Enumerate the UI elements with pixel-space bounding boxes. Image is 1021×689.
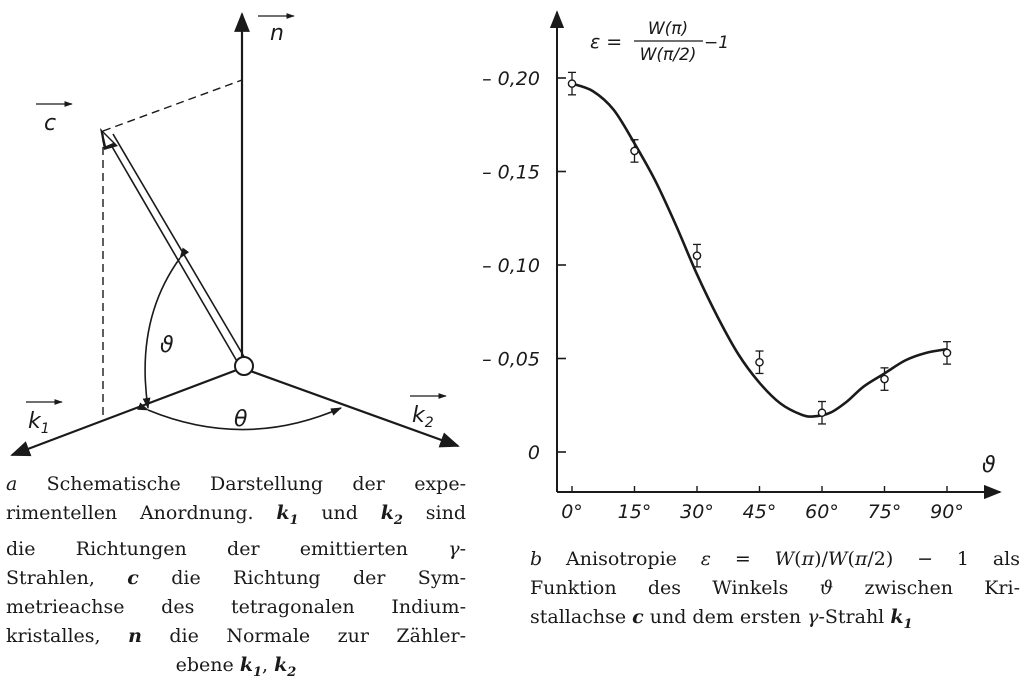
formula: ε = W(π) W(π/2) −1 — [590, 19, 729, 65]
data-marker — [880, 374, 889, 384]
y-ticks: 0 – 0,05 – 0,10 – 0,15 – 0,20 — [482, 68, 566, 464]
c-label: c — [44, 111, 56, 136]
x-ticks: 0° 15° 30° 45° 60° 75° 90° — [561, 486, 964, 523]
formula-lhs: ε = — [590, 31, 622, 53]
n-label: n — [270, 21, 284, 46]
k1-axis — [10, 366, 243, 457]
y-tick-label: – 0,20 — [482, 68, 540, 90]
caption-a-line-4: Strahlen, c die Richtung der Sym- — [6, 566, 466, 589]
formula-tail: −1 — [704, 33, 729, 53]
theta-arc — [142, 247, 190, 410]
x-tick-label: 75° — [868, 501, 902, 523]
data-point — [942, 341, 952, 365]
formula-denominator: W(π/2) — [640, 45, 697, 65]
k2-label: k2 — [412, 403, 434, 431]
c-vector-head-inner — [103, 133, 113, 146]
k2-axis — [241, 366, 460, 448]
y-tick-label: 0 — [528, 442, 540, 464]
panel-a-diagram — [10, 12, 460, 457]
data-marker — [630, 146, 639, 156]
data-point — [692, 243, 702, 268]
x-axis-label: ϑ — [982, 453, 996, 478]
caption-a-line-3: die Richtungen der emittierten γ- — [6, 537, 466, 560]
fit-curve — [571, 82, 948, 418]
data-point — [630, 139, 639, 163]
caption-a: a Schematische Darstellung der expe- rim… — [6, 470, 466, 687]
origin-circle — [234, 356, 254, 376]
big-theta-arc — [137, 402, 343, 431]
data-marker — [817, 408, 827, 418]
data-point — [817, 400, 827, 425]
y-tick-label: – 0,10 — [482, 255, 540, 277]
caption-a-line-2: rimentellen Anordnung. k1 und k2 sind — [6, 502, 466, 528]
x-tick-label: 15° — [618, 501, 652, 523]
x-tick-label: 60° — [805, 501, 839, 523]
data-point — [567, 71, 577, 96]
caption-b-line-2: Funktion des Winkels ϑ zwischen Kri- — [530, 577, 1020, 599]
y-tick-label: – 0,15 — [482, 162, 540, 184]
theta-small-label: ϑ — [160, 333, 174, 358]
caption-a-line-1: a Schematische Darstellung der expe- — [6, 473, 466, 495]
x-tick-label: 0° — [561, 501, 583, 523]
caption-a-line-6: kristalles, n die Normale zur Zähler- — [6, 624, 467, 647]
data-points — [567, 71, 952, 425]
dashed-top — [102, 79, 243, 132]
x-tick-label: 30° — [680, 501, 714, 523]
theta-big-label: θ — [234, 407, 248, 432]
k1-label: k1 — [28, 409, 50, 437]
data-marker — [567, 79, 577, 88]
caption-a-line-5: metrieachse des tetragonalen Indium- — [6, 595, 466, 618]
data-marker — [942, 348, 952, 358]
caption-b-line-3: stallachse c und dem ersten γ-Strahl k1 — [530, 606, 913, 632]
caption-b-line-1: b Anisotropie ε = W(π)/W(π/2) − 1 als — [530, 548, 1021, 570]
x-tick-label: 45° — [743, 501, 777, 523]
c-vector-line-2 — [112, 133, 247, 361]
y-tick-label: – 0,05 — [482, 349, 540, 371]
c-vector-line-1 — [106, 137, 239, 364]
formula-numerator: W(π) — [648, 19, 688, 39]
caption-b: b Anisotropie ε = W(π)/W(π/2) − 1 als Fu… — [530, 545, 1020, 639]
x-tick-label: 90° — [930, 501, 964, 523]
caption-a-line-7: ebene k1, k2 — [175, 653, 297, 680]
panel-b-chart: ϑ ε = W(π) W(π/2) −1 0 – 0,05 – 0,10 – 0,15… — [482, 10, 1002, 523]
data-point — [880, 367, 889, 391]
data-point — [755, 350, 764, 375]
data-marker — [692, 251, 702, 260]
panel-a-labels: n c k1 k2 ϑ θ — [28, 21, 434, 437]
data-marker — [755, 357, 764, 367]
